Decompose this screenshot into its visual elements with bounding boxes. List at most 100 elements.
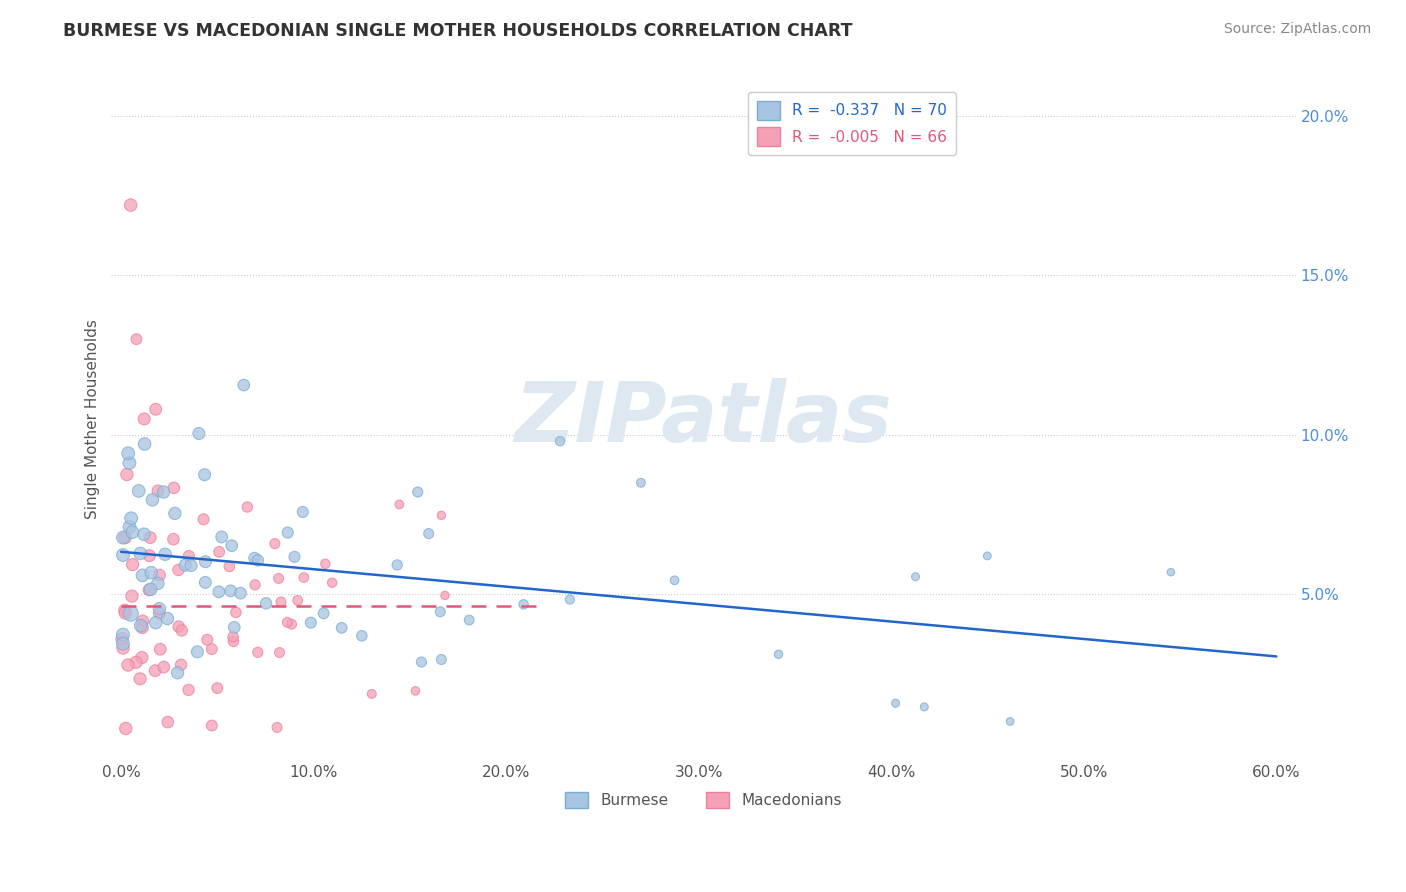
Point [222, 630, 245, 644]
Point [129, 672, 152, 686]
Point [114, 722, 136, 736]
Point [254, 596, 277, 610]
Point [111, 637, 134, 651]
Point [287, 593, 309, 607]
Point [330, 621, 353, 635]
Point [232, 378, 254, 392]
Point [276, 615, 298, 630]
Point [418, 526, 440, 541]
Point [221, 539, 243, 553]
Point [152, 485, 174, 500]
Point [270, 595, 292, 609]
Point [277, 525, 299, 540]
Point [129, 546, 152, 560]
Point [145, 402, 167, 417]
Point [128, 483, 150, 498]
Point [131, 614, 153, 628]
Point [292, 570, 315, 584]
Point [138, 549, 160, 563]
Legend: Burmese, Macedonians: Burmese, Macedonians [558, 786, 848, 814]
Point [208, 545, 231, 559]
Point [121, 525, 143, 540]
Point [131, 650, 153, 665]
Text: BURMESE VS MACEDONIAN SINGLE MOTHER HOUSEHOLDS CORRELATION CHART: BURMESE VS MACEDONIAN SINGLE MOTHER HOUS… [63, 22, 853, 40]
Point [194, 467, 217, 482]
Point [125, 656, 148, 670]
Point [117, 446, 139, 460]
Point [167, 619, 190, 633]
Point [405, 684, 427, 698]
Point [148, 568, 170, 582]
Point [180, 558, 202, 573]
Point [111, 632, 134, 646]
Point [406, 485, 429, 500]
Point [163, 507, 186, 521]
Point [512, 598, 534, 612]
Point [114, 606, 136, 620]
Y-axis label: Single Mother Households: Single Mother Households [86, 319, 100, 519]
Point [139, 582, 162, 597]
Point [201, 642, 224, 657]
Point [134, 437, 156, 451]
Point [131, 568, 153, 582]
Point [283, 549, 305, 564]
Point [314, 557, 336, 571]
Point [430, 652, 453, 666]
Point [429, 605, 451, 619]
Point [360, 687, 382, 701]
Point [121, 558, 143, 572]
Point [558, 592, 581, 607]
Point [201, 718, 224, 732]
Point [177, 682, 200, 697]
Point [111, 548, 134, 562]
Point [269, 646, 291, 660]
Text: ZIPatlas: ZIPatlas [515, 378, 893, 459]
Point [111, 531, 134, 545]
Point [433, 589, 456, 603]
Point [387, 558, 409, 572]
Point [115, 467, 138, 482]
Point [218, 559, 240, 574]
Point [141, 492, 163, 507]
Point [246, 645, 269, 659]
Point [321, 575, 343, 590]
Point [186, 645, 208, 659]
Point [211, 530, 233, 544]
Text: Source: ZipAtlas.com: Source: ZipAtlas.com [1223, 22, 1371, 37]
Point [194, 575, 217, 590]
Point [117, 658, 139, 673]
Point [458, 613, 481, 627]
Point [114, 603, 136, 617]
Point [630, 475, 652, 490]
Point [156, 611, 179, 625]
Point [224, 620, 246, 634]
Point [904, 569, 927, 583]
Point [243, 551, 266, 566]
Point [174, 558, 197, 572]
Point [912, 699, 935, 714]
Point [120, 607, 142, 621]
Point [148, 601, 170, 615]
Point [998, 714, 1021, 729]
Point [134, 412, 156, 426]
Point [194, 555, 217, 569]
Point [264, 536, 287, 550]
Point [153, 547, 176, 561]
Point [225, 606, 247, 620]
Point [149, 642, 172, 657]
Point [148, 607, 170, 621]
Point [146, 483, 169, 498]
Point [125, 332, 148, 346]
Point [236, 500, 259, 514]
Point [131, 620, 153, 634]
Point [120, 198, 142, 212]
Point [121, 589, 143, 603]
Point [350, 629, 373, 643]
Point [141, 566, 163, 580]
Point [187, 426, 209, 441]
Point [976, 549, 998, 563]
Point [163, 481, 186, 495]
Point [208, 584, 231, 599]
Point [267, 571, 290, 585]
Point [388, 498, 411, 512]
